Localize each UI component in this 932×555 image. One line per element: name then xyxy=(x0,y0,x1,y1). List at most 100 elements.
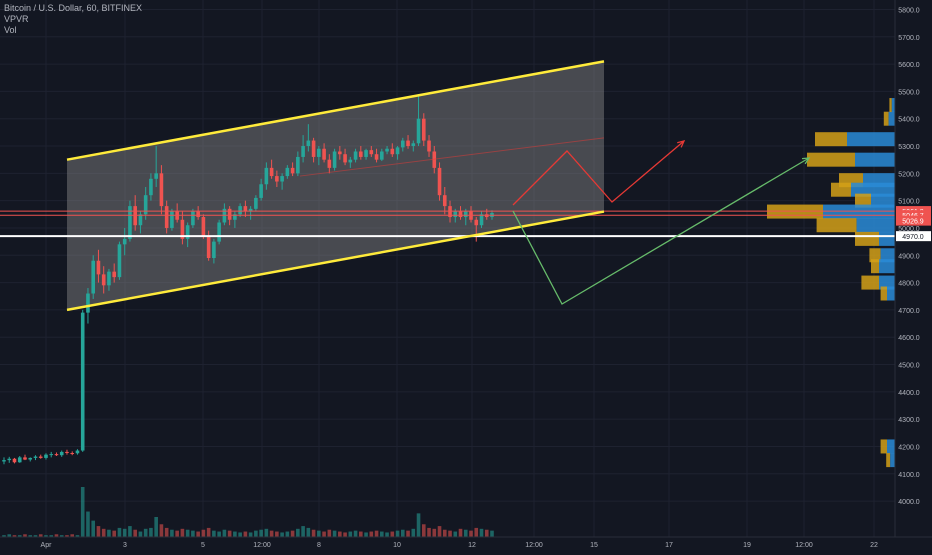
candle-body xyxy=(474,219,479,226)
time-tick-label: 12:00 xyxy=(253,542,271,549)
volume-bar xyxy=(280,532,284,537)
price-tick-label: 5500.0 xyxy=(898,89,920,96)
volume-profile-buy xyxy=(847,132,895,147)
volume-bar xyxy=(479,528,484,537)
volume-profile-buy xyxy=(871,193,895,208)
volume-profile-sell xyxy=(816,218,857,233)
candle-body xyxy=(117,244,122,278)
candle-body xyxy=(54,454,59,456)
price-tick-label: 5800.0 xyxy=(898,7,920,14)
volume-bar xyxy=(259,529,263,537)
price-tick-label: 4500.0 xyxy=(898,363,920,370)
volume-bar xyxy=(301,526,305,537)
candle-body xyxy=(196,211,200,218)
volume-bar xyxy=(122,528,127,537)
volume-bar xyxy=(2,535,6,537)
time-tick-label: 5 xyxy=(201,542,205,549)
price-tick-label: 5000.0 xyxy=(898,226,920,233)
candle-body xyxy=(264,167,269,185)
volume-bar xyxy=(264,528,269,537)
volume-profile-buy xyxy=(879,259,895,274)
volume-bar xyxy=(458,528,463,537)
candle-body xyxy=(380,151,384,160)
candle-body xyxy=(49,454,54,456)
price-label-box xyxy=(896,210,931,221)
volume-bar xyxy=(117,527,122,537)
volume-bar xyxy=(484,529,489,537)
indicator-vpvr-label[interactable]: VPVR xyxy=(4,14,29,24)
volume-profile-buy xyxy=(879,275,895,290)
price-tick-label: 4400.0 xyxy=(898,390,920,397)
volume-bar xyxy=(170,529,174,537)
candle-body xyxy=(33,456,38,458)
volume-bar xyxy=(227,530,232,537)
bearish-projection-arrow xyxy=(512,157,810,305)
volume-profile-sell xyxy=(880,286,887,301)
price-tick-label: 5600.0 xyxy=(898,62,920,69)
time-tick-label: 17 xyxy=(665,542,673,549)
candle-body xyxy=(348,159,353,163)
chart-legend: Bitcoin / U.S. Dollar, 60, BITFINEX VPVR… xyxy=(4,3,142,36)
volume-profile-sell xyxy=(831,182,851,197)
volume-bar xyxy=(416,513,421,537)
volume-profile-sell xyxy=(861,275,879,290)
volume-bar xyxy=(322,531,326,537)
candle-body xyxy=(112,271,116,278)
candle-body xyxy=(2,460,6,462)
candle-body xyxy=(353,151,358,160)
volume-bar xyxy=(143,528,148,537)
candle-body xyxy=(7,458,12,461)
candle-body xyxy=(243,206,248,212)
candle-body xyxy=(290,167,295,174)
candle-body xyxy=(437,167,442,196)
candle-body xyxy=(390,148,395,155)
volume-bar xyxy=(432,528,437,537)
candle-body xyxy=(427,140,431,152)
price-tick-label: 4700.0 xyxy=(898,308,920,315)
indicator-vol-label[interactable]: Vol xyxy=(4,25,17,35)
candle-body xyxy=(259,184,263,198)
candle-body xyxy=(322,148,326,160)
volume-bar xyxy=(437,526,442,537)
volume-bar xyxy=(311,529,316,537)
volume-bar xyxy=(70,534,75,537)
channel-upper-line xyxy=(66,60,605,161)
candle-body xyxy=(91,260,96,294)
volume-profile-sell xyxy=(815,132,847,147)
volume-bar xyxy=(159,524,164,537)
candle-body xyxy=(65,451,69,454)
volume-bar xyxy=(254,530,258,537)
volume-bar xyxy=(348,531,353,537)
volume-profile-buy xyxy=(887,439,895,454)
bullish-projection-arrow-head xyxy=(677,140,686,148)
time-tick-label: 12:00 xyxy=(795,542,813,549)
volume-bar xyxy=(59,535,64,537)
candle-body xyxy=(385,148,389,152)
volume-bar xyxy=(296,528,300,537)
candle-body xyxy=(212,241,216,258)
candle-body xyxy=(233,214,237,220)
candle-body xyxy=(122,238,127,245)
price-label-box xyxy=(896,231,931,242)
price-tick-label: 5200.0 xyxy=(898,171,920,178)
volume-bar xyxy=(353,530,358,537)
candle-body xyxy=(86,293,90,313)
candle-body xyxy=(332,151,337,168)
volume-profile-sell xyxy=(889,98,892,113)
candle-body xyxy=(248,208,253,212)
volume-profile-buy xyxy=(855,152,895,167)
volume-bar xyxy=(7,534,12,537)
volume-profile-sell xyxy=(886,453,891,468)
volume-bar xyxy=(343,532,347,537)
volume-bar xyxy=(411,528,416,537)
volume-bar xyxy=(359,531,363,537)
price-label-text: 4970.0 xyxy=(902,234,924,241)
price-label-box xyxy=(896,215,931,226)
volume-bar xyxy=(374,530,379,537)
volume-profile-sell xyxy=(855,231,879,246)
volume-bar xyxy=(421,524,426,537)
candle-body xyxy=(327,159,332,168)
candle-body xyxy=(411,143,416,147)
